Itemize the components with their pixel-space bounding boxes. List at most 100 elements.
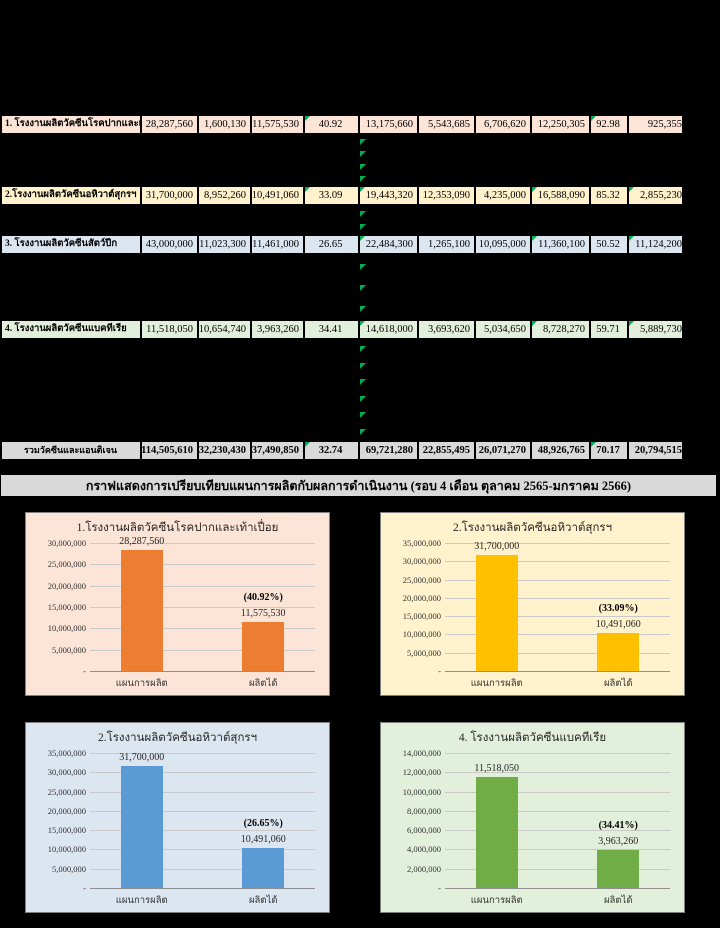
percent-annotation: (40.92%): [243, 591, 283, 603]
table-cell[interactable]: 10,654,740: [199, 321, 252, 338]
bar-value-label: 31,700,000: [119, 751, 165, 763]
table-cell[interactable]: 5,543,685: [419, 116, 476, 133]
table-cell[interactable]: 6,706,620: [476, 116, 532, 133]
gridline: [90, 543, 315, 544]
table-cell[interactable]: 19,443,320: [360, 187, 419, 204]
table-cell[interactable]: 11,124,200: [629, 236, 686, 253]
green-flag-icon: [591, 442, 596, 447]
table-row[interactable]: 2.โรงงานผลิตวัคซีนอหิวาต์สุกรฯ 31,700,000…: [0, 185, 684, 206]
table-cell[interactable]: 5,889,730: [629, 321, 686, 338]
hidden-rows-flag-strip: [360, 256, 368, 319]
table-cell[interactable]: 11,518,050: [142, 321, 199, 338]
bar-value-label: 11,518,050: [474, 762, 520, 774]
table-cell[interactable]: 32,230,430: [199, 442, 252, 459]
table-cell[interactable]: 13,175,660: [360, 116, 419, 133]
table-cell[interactable]: 48,926,765: [532, 442, 591, 459]
x-axis-category-label: แผนการผลิต: [470, 679, 523, 689]
green-flag-icon: [629, 321, 634, 326]
chart-swine-vaccine-duplicate[interactable]: 2.โรงงานผลิตวัคซีนอหิวาต์สุกรฯ 35,000,000…: [25, 722, 330, 913]
table-cell[interactable]: 1,600,130: [199, 116, 252, 133]
table-cell[interactable]: 1,265,100: [419, 236, 476, 253]
table-cell[interactable]: 22,484,300: [360, 236, 419, 253]
row-label[interactable]: 2.โรงงานผลิตวัคซีนอหิวาต์สุกรฯ: [2, 187, 142, 204]
bar-value-label: 10,491,060: [240, 833, 286, 845]
table-cell[interactable]: 59.71: [591, 321, 629, 338]
gridline: [90, 753, 315, 754]
gridline: [90, 649, 315, 651]
y-axis-tick-label: 15,000,000: [47, 825, 86, 836]
table-cell[interactable]: 2,855,230: [629, 187, 686, 204]
table-cell[interactable]: 31,700,000: [142, 187, 199, 204]
table-cell[interactable]: 16,588,090: [532, 187, 591, 204]
table-cell[interactable]: 69,721,280: [360, 442, 419, 459]
y-axis-tick-label: 10,000,000: [402, 786, 441, 797]
y-axis-tick-label: 2,000,000: [407, 863, 441, 874]
chart-fmd-vaccine[interactable]: 1.โรงงานผลิตวัคซีนโรคปากและเท้าเปื่อย 30,…: [25, 512, 330, 696]
table-cell[interactable]: 43,000,000: [142, 236, 199, 253]
green-flag-icon: [591, 116, 596, 121]
gridline: [90, 888, 315, 889]
table-cell[interactable]: 11,575,530: [252, 116, 305, 133]
row-label[interactable]: รวมวัคซีนและแอนติเจน: [2, 442, 142, 459]
green-flag-icon: [360, 412, 366, 419]
table-cell[interactable]: 20,794,515: [634, 445, 682, 456]
gridline: [90, 671, 315, 672]
chart-swine-vaccine[interactable]: 2.โรงงานผลิตวัคซีนอหิวาต์สุกรฯ 35,000,000…: [380, 512, 685, 696]
gridline: [90, 849, 315, 851]
table-cell[interactable]: 14,618,000: [360, 321, 419, 338]
table-cell[interactable]: 5,034,650: [476, 321, 532, 338]
gridline: [445, 772, 670, 774]
table-cell[interactable]: 85.32: [591, 187, 629, 204]
table-cell[interactable]: 114,505,610: [142, 442, 199, 459]
row-label[interactable]: 1. โรงงานผลิตวัคซีนโรคปากและเท้าเปื่อย: [2, 116, 142, 133]
table-cell[interactable]: 22,855,495: [419, 442, 476, 459]
chart-title: 1.โรงงานผลิตวัคซีนโรคปากและเท้าเปื่อย: [76, 522, 279, 534]
table-cell[interactable]: 11,461,000: [252, 236, 305, 253]
y-axis-tick-label: 25,000,000: [47, 786, 86, 797]
x-axis-category-label: แผนการผลิต: [115, 679, 168, 689]
table-cell[interactable]: 12,353,090: [419, 187, 476, 204]
bar-actual: [242, 847, 285, 888]
table-row[interactable]: รวมวัคซีนและแอนติเจน 114,505,610 32,230,43…: [0, 440, 684, 461]
table-cell[interactable]: 3,693,620: [419, 321, 476, 338]
table-cell[interactable]: 26,071,270: [476, 442, 532, 459]
table-cell[interactable]: 28,287,560: [142, 116, 199, 133]
table-cell[interactable]: 10,095,000: [476, 236, 532, 253]
green-flag-icon: [360, 379, 366, 386]
table-cell[interactable]: 12,250,305: [532, 116, 591, 133]
table-cell[interactable]: 70.17: [591, 442, 629, 459]
table-cell[interactable]: 11,360,100: [532, 236, 591, 253]
y-axis-tick-label: -: [438, 883, 441, 893]
table-cell[interactable]: 925,355: [647, 119, 682, 130]
y-axis-tick-label: 5,000,000: [407, 647, 441, 658]
table-cell[interactable]: 11,023,300: [199, 236, 252, 253]
row-label[interactable]: 4. โรงงานผลิตวัคซีนแบคทีเรีย: [2, 321, 142, 338]
gridline: [445, 791, 670, 793]
table-cell[interactable]: 92.98: [591, 116, 629, 133]
table-cell[interactable]: 8,728,270: [532, 321, 591, 338]
table-cell[interactable]: 50.52: [591, 236, 629, 253]
table-cell[interactable]: 33.09: [305, 187, 360, 204]
table-cell[interactable]: 37,490,850: [252, 442, 305, 459]
table-cell[interactable]: 10,491,060: [252, 187, 305, 204]
table-cell[interactable]: 34.41: [305, 321, 360, 338]
table-cell[interactable]: 4,235,000: [476, 187, 532, 204]
table-row[interactable]: 4. โรงงานผลิตวัคซีนแบคทีเรีย 11,518,050 10…: [0, 319, 684, 340]
table-row[interactable]: 3. โรงงานผลิตวัคซีนสัตว์ปีก 43,000,000 11,…: [0, 234, 684, 255]
y-axis-tick-label: 12,000,000: [402, 767, 441, 778]
y-axis-tick-label: 15,000,000: [402, 611, 441, 622]
bar-value-label: 28,287,560: [119, 536, 165, 548]
green-flag-icon: [360, 428, 366, 435]
gridline: [90, 607, 315, 608]
table-row[interactable]: 1. โรงงานผลิตวัคซีนโรคปากและเท้าเปื่อย28…: [0, 114, 684, 135]
green-flag-icon: [360, 263, 366, 270]
table-cell[interactable]: 3,963,260: [252, 321, 305, 338]
y-axis-tick-label: -: [83, 666, 86, 676]
row-label[interactable]: 3. โรงงานผลิตวัคซีนสัตว์ปีก: [2, 236, 142, 253]
table-cell[interactable]: 40.92: [305, 116, 360, 133]
table-cell[interactable]: 26.65: [305, 236, 360, 253]
table-cell[interactable]: 32.74: [305, 442, 360, 459]
table-cell[interactable]: 8,952,260: [199, 187, 252, 204]
chart-bacteria-vaccine[interactable]: 4. โรงงานผลิตวัคซีนแบคทีเรีย 14,000,000 12…: [380, 722, 685, 913]
